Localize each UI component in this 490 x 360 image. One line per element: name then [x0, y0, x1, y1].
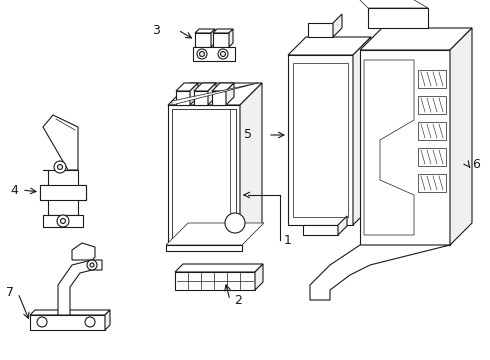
Polygon shape — [175, 264, 263, 272]
Text: 5: 5 — [244, 129, 252, 141]
Circle shape — [54, 161, 66, 173]
Polygon shape — [293, 63, 348, 217]
Polygon shape — [229, 29, 233, 47]
Polygon shape — [360, 28, 472, 50]
Circle shape — [218, 49, 228, 59]
Text: 1: 1 — [284, 234, 292, 247]
Text: 6: 6 — [472, 158, 480, 171]
Polygon shape — [194, 91, 208, 105]
Circle shape — [57, 215, 69, 227]
Text: 4: 4 — [10, 184, 18, 197]
Polygon shape — [72, 243, 95, 260]
Polygon shape — [190, 83, 198, 105]
Polygon shape — [166, 223, 264, 245]
Polygon shape — [208, 83, 216, 105]
Polygon shape — [40, 170, 86, 215]
Polygon shape — [303, 225, 338, 235]
Polygon shape — [418, 148, 446, 166]
Circle shape — [87, 260, 97, 270]
Polygon shape — [175, 272, 255, 290]
Circle shape — [197, 49, 207, 59]
Circle shape — [199, 51, 204, 57]
Polygon shape — [308, 23, 333, 37]
Polygon shape — [168, 105, 240, 245]
Polygon shape — [226, 83, 234, 105]
Text: 3: 3 — [152, 23, 160, 36]
Polygon shape — [30, 310, 110, 315]
Polygon shape — [213, 33, 229, 47]
Circle shape — [57, 165, 63, 170]
Polygon shape — [418, 174, 446, 192]
Polygon shape — [166, 245, 242, 251]
Circle shape — [37, 317, 47, 327]
Polygon shape — [40, 185, 86, 200]
Polygon shape — [176, 83, 198, 91]
Polygon shape — [230, 109, 236, 241]
Polygon shape — [255, 264, 263, 290]
Polygon shape — [368, 8, 428, 28]
Polygon shape — [213, 29, 233, 33]
Polygon shape — [354, 0, 428, 8]
Polygon shape — [288, 55, 353, 225]
Polygon shape — [310, 245, 450, 300]
Polygon shape — [172, 109, 236, 241]
Polygon shape — [353, 37, 371, 225]
Circle shape — [225, 213, 245, 233]
Circle shape — [85, 317, 95, 327]
Text: 2: 2 — [234, 294, 242, 307]
Polygon shape — [194, 83, 216, 91]
Circle shape — [90, 263, 94, 267]
Text: 7: 7 — [6, 287, 14, 300]
Polygon shape — [240, 83, 262, 245]
Polygon shape — [195, 33, 211, 47]
Polygon shape — [360, 50, 450, 245]
Polygon shape — [30, 315, 105, 330]
Polygon shape — [58, 260, 102, 315]
Polygon shape — [105, 310, 110, 330]
Polygon shape — [168, 83, 262, 105]
Polygon shape — [418, 122, 446, 140]
Polygon shape — [43, 215, 83, 227]
Polygon shape — [450, 28, 472, 245]
Polygon shape — [193, 47, 235, 61]
Polygon shape — [418, 96, 446, 114]
Polygon shape — [418, 70, 446, 88]
Polygon shape — [176, 91, 190, 105]
Polygon shape — [195, 29, 215, 33]
Polygon shape — [43, 115, 78, 170]
Polygon shape — [172, 83, 258, 105]
Polygon shape — [333, 14, 342, 37]
Polygon shape — [338, 216, 347, 235]
Polygon shape — [288, 37, 371, 55]
Polygon shape — [364, 60, 414, 235]
Polygon shape — [212, 83, 234, 91]
Circle shape — [220, 51, 225, 57]
Polygon shape — [211, 29, 215, 47]
Polygon shape — [212, 91, 226, 105]
Circle shape — [60, 219, 66, 224]
